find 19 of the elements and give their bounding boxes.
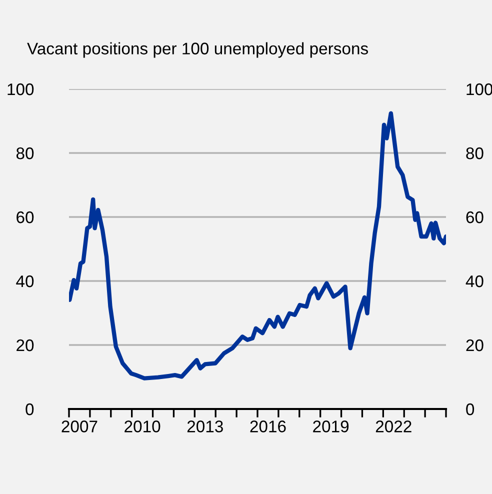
y2-tick-label: 20 [466,339,484,352]
y-tick-label: 40 [16,275,34,288]
y-tick-label: 100 [8,83,34,96]
y-tick-label: 20 [16,339,34,352]
y-axis-title: Vacant positions per 100 unemployed persons [27,42,368,58]
y-tick-label: 60 [16,211,34,224]
x-tick-label: 2022 [376,420,412,432]
line-series [69,111,446,380]
x-tick-label: 2019 [313,420,349,432]
y2-tick-label: 80 [466,147,484,160]
x-tick-label: 2013 [187,420,223,432]
y2-tick-label: 60 [466,211,484,224]
x-tick-label: 2016 [250,420,286,432]
y2-tick-label: 40 [466,275,484,288]
x-tick-label: 2007 [62,420,98,432]
y2-tick-label: 0 [466,403,474,416]
x-tick-label: 2010 [124,420,160,432]
y-tick-label: 0 [26,403,34,416]
y-tick-label: 80 [16,147,34,160]
